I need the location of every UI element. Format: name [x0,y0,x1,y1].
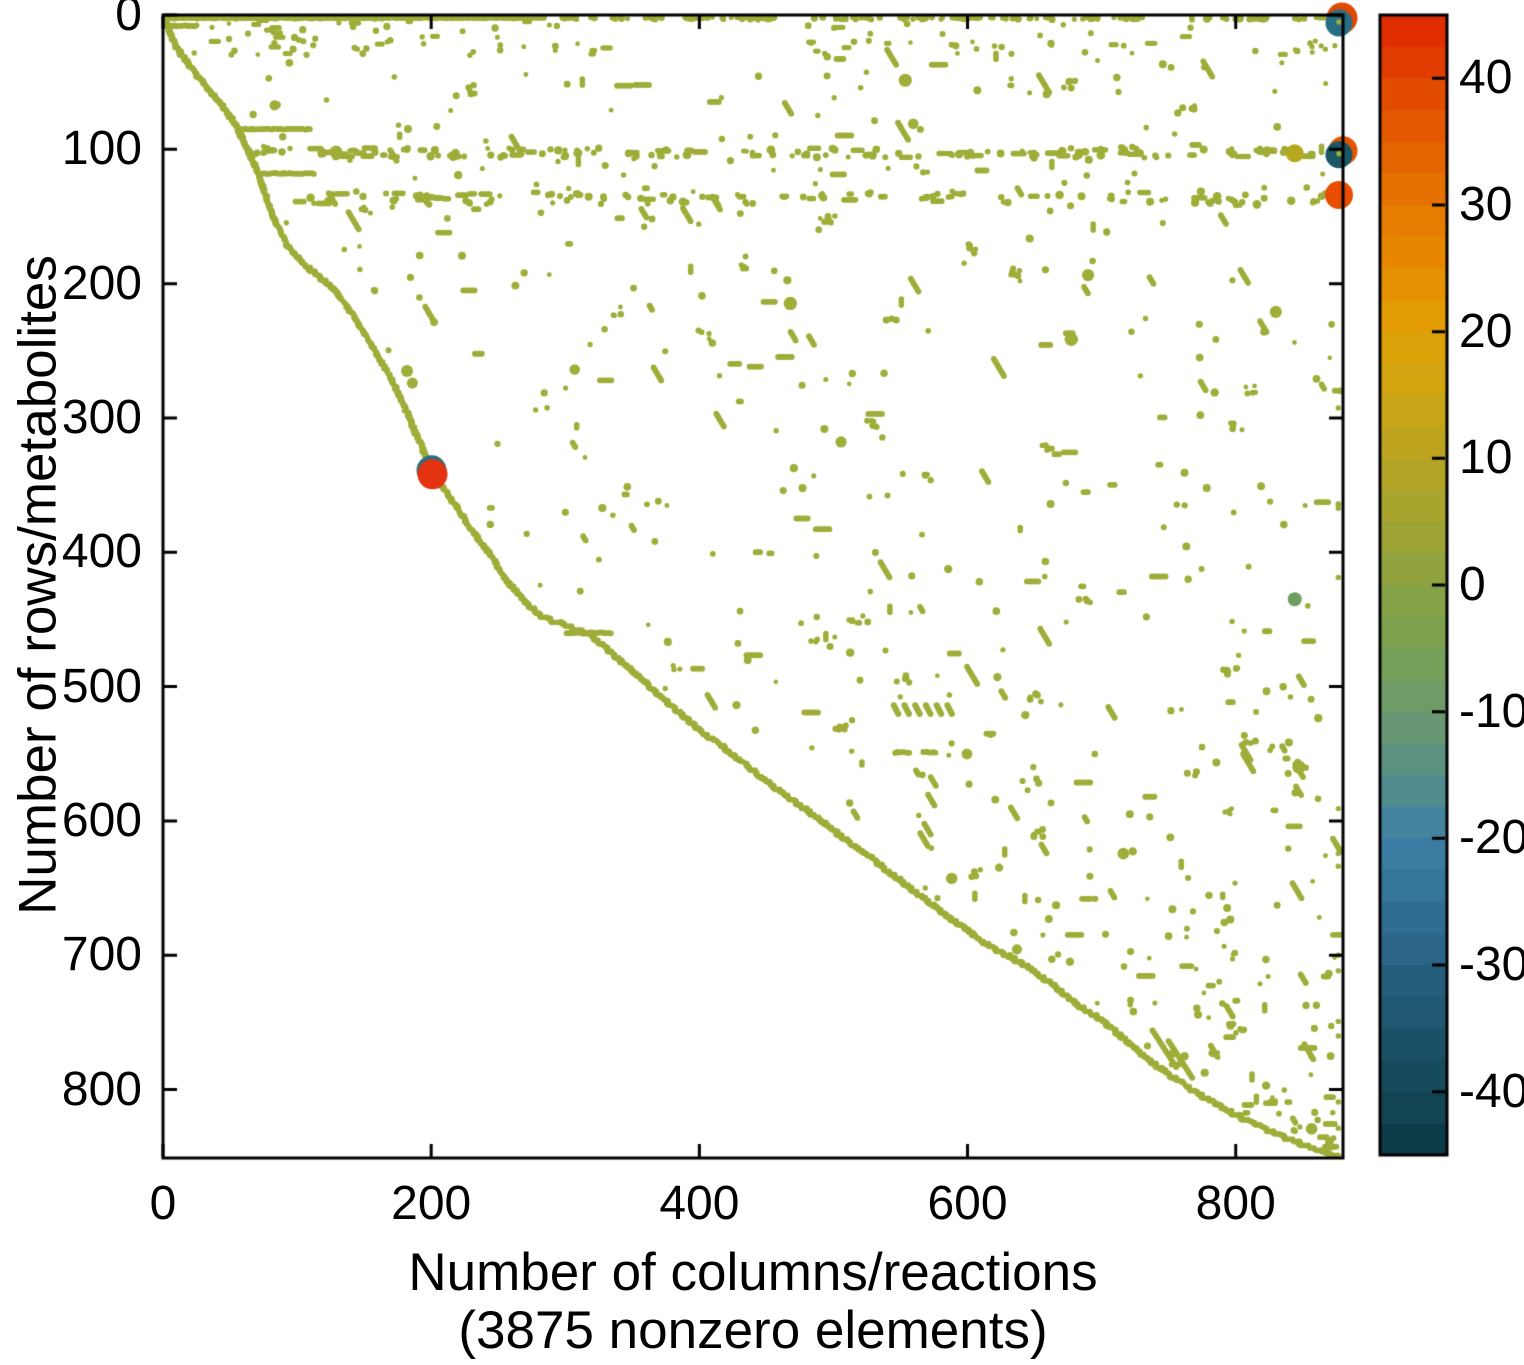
colorbar-tick-label-20: 20 [1459,304,1513,358]
colorbar-tick-label--20: -20 [1459,811,1524,865]
colorbar-tick-label--40: -40 [1459,1064,1524,1118]
y-tick-label-100: 100 [61,122,142,176]
x-tick-label-200: 200 [391,1177,472,1230]
colorbar-tick-label-40: 40 [1459,51,1513,105]
y-tick-label-800: 800 [61,1062,142,1116]
y-tick-label-600: 600 [61,793,142,847]
x-tick-label-0: 0 [149,1177,177,1230]
y-tick-label-300: 300 [61,390,142,444]
colorbar-tick-label-0: 0 [1459,558,1486,611]
colorbar-tick-label-30: 30 [1459,178,1513,231]
y-tick-label-400: 400 [61,525,142,579]
x-axis-label-line1: Number of columns/reactions [408,1243,1098,1302]
x-tick-label-800: 800 [1195,1177,1276,1230]
colorbar-tick-label--30: -30 [1459,938,1524,991]
x-axis-label: Number of columns/reactions (3875 nonzer… [163,1244,1343,1360]
y-tick-label-700: 700 [61,928,142,982]
x-tick-label-600: 600 [927,1177,1008,1230]
y-tick-label-0: 0 [115,0,142,41]
y-tick-label-200: 200 [61,256,142,310]
colorbar-tick-label--10: -10 [1459,684,1524,738]
colorbar-tick-label-10: 10 [1459,431,1513,485]
y-tick-label-500: 500 [61,659,142,713]
y-axis-label: Number of rows/metabolites [8,255,68,915]
x-axis-label-line2: (3875 nonzero elements) [458,1301,1048,1360]
x-tick-label-400: 400 [659,1177,740,1230]
